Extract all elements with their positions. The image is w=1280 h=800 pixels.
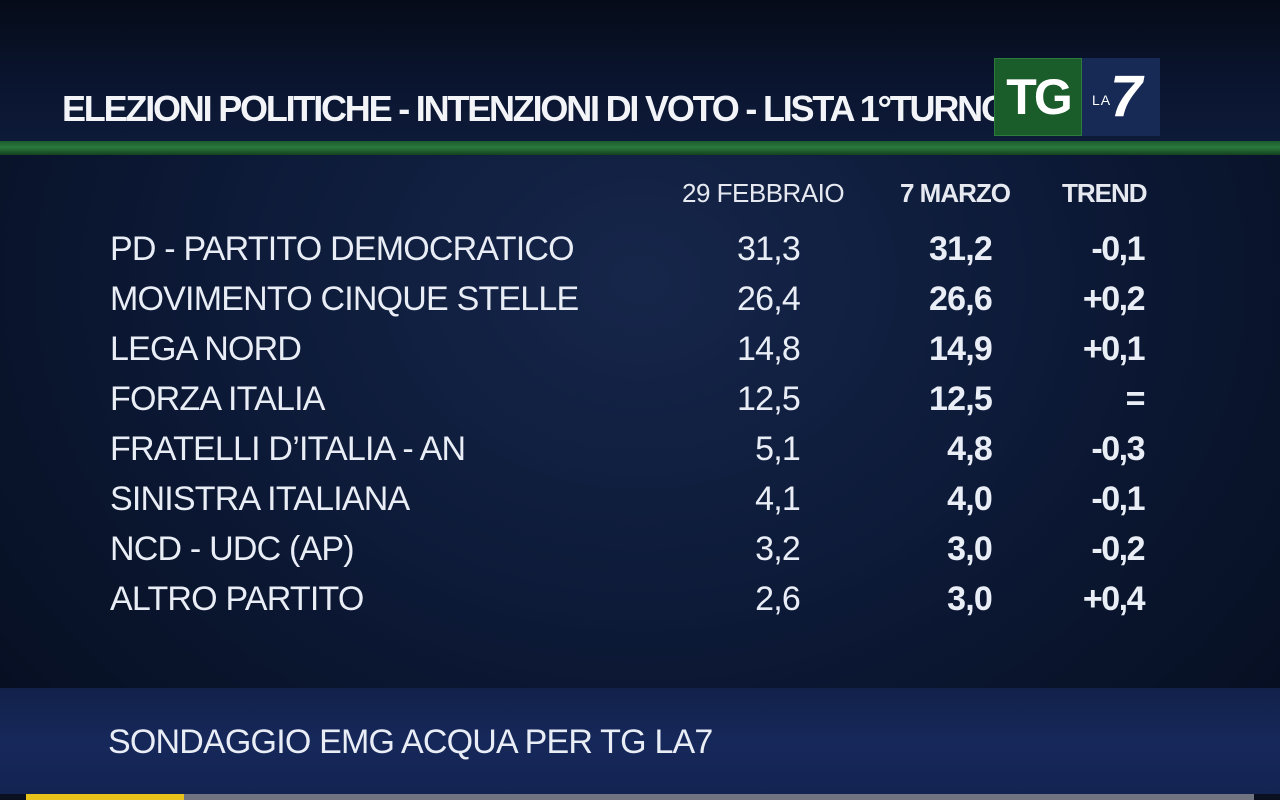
- table-row: ALTRO PARTITO 2,6 3,0 +0,4: [0, 574, 1280, 624]
- party-name: LEGA NORD: [110, 330, 302, 368]
- trend-value: +0,2: [1082, 280, 1146, 318]
- table-row: LEGA NORD 14,8 14,9 +0,1: [0, 324, 1280, 374]
- trend-value: +0,1: [1082, 330, 1146, 368]
- value-29-febbraio: 2,6: [755, 580, 801, 618]
- logo-la7: LA 7: [1082, 58, 1160, 136]
- value-29-febbraio: 26,4: [737, 280, 801, 318]
- value-7-marzo: 4,8: [947, 430, 993, 468]
- table-row: NCD - UDC (AP) 3,2 3,0 -0,2: [0, 524, 1280, 574]
- logo-tg: TG: [994, 58, 1082, 136]
- column-header-29-febbraio: 29 FEBBRAIO: [682, 178, 845, 208]
- progress-played: [26, 794, 184, 800]
- trend-value: =: [1125, 380, 1146, 418]
- video-progress-bar[interactable]: [0, 794, 1280, 800]
- value-7-marzo: 4,0: [947, 480, 993, 518]
- table-row: MOVIMENTO CINQUE STELLE 26,4 26,6 +0,2: [0, 274, 1280, 324]
- table-row: FORZA ITALIA 12,5 12,5 =: [0, 374, 1280, 424]
- footer-band: [0, 688, 1280, 794]
- trend-value: -0,1: [1091, 480, 1145, 518]
- party-name: PD - PARTITO DEMOCRATICO: [110, 230, 575, 268]
- value-7-marzo: 26,6: [929, 280, 993, 318]
- party-name: FRATELLI D’ITALIA - AN: [110, 430, 466, 468]
- party-name: MOVIMENTO CINQUE STELLE: [110, 280, 579, 318]
- progress-remaining: [184, 794, 1254, 800]
- party-name: FORZA ITALIA: [110, 380, 325, 418]
- table-row: SINISTRA ITALIANA 4,1 4,0 -0,1: [0, 474, 1280, 524]
- value-29-febbraio: 5,1: [755, 430, 801, 468]
- value-29-febbraio: 12,5: [737, 380, 801, 418]
- trend-value: -0,3: [1091, 430, 1145, 468]
- logo-la-text: LA: [1092, 92, 1112, 108]
- poll-table: PD - PARTITO DEMOCRATICO 31,3 31,2 -0,1 …: [0, 224, 1280, 624]
- logo-seven-text: 7: [1110, 64, 1143, 129]
- value-7-marzo: 3,0: [947, 580, 993, 618]
- value-29-febbraio: 14,8: [737, 330, 801, 368]
- trend-value: +0,4: [1082, 580, 1146, 618]
- page-title: ELEZIONI POLITICHE - INTENZIONI DI VOTO …: [62, 88, 996, 129]
- trend-value: -0,1: [1091, 230, 1145, 268]
- value-7-marzo: 31,2: [929, 230, 993, 268]
- value-29-febbraio: 31,3: [737, 230, 801, 268]
- value-7-marzo: 3,0: [947, 530, 993, 568]
- party-name: NCD - UDC (AP): [110, 530, 355, 568]
- poll-source-caption: SONDAGGIO EMG ACQUA PER TG LA7: [108, 723, 713, 761]
- table-row: FRATELLI D’ITALIA - AN 5,1 4,8 -0,3: [0, 424, 1280, 474]
- tg-la7-logo: TG LA 7: [994, 58, 1160, 136]
- value-7-marzo: 14,9: [929, 330, 993, 368]
- party-name: ALTRO PARTITO: [110, 580, 364, 618]
- green-divider: [0, 141, 1280, 155]
- table-row: PD - PARTITO DEMOCRATICO 31,3 31,2 -0,1: [0, 224, 1280, 274]
- value-7-marzo: 12,5: [929, 380, 993, 418]
- party-name: SINISTRA ITALIANA: [110, 480, 410, 518]
- column-header-7-marzo: 7 MARZO: [900, 178, 1011, 208]
- column-header-trend: TREND: [1062, 178, 1148, 208]
- value-29-febbraio: 4,1: [755, 480, 801, 518]
- trend-value: -0,2: [1091, 530, 1145, 568]
- value-29-febbraio: 3,2: [755, 530, 801, 568]
